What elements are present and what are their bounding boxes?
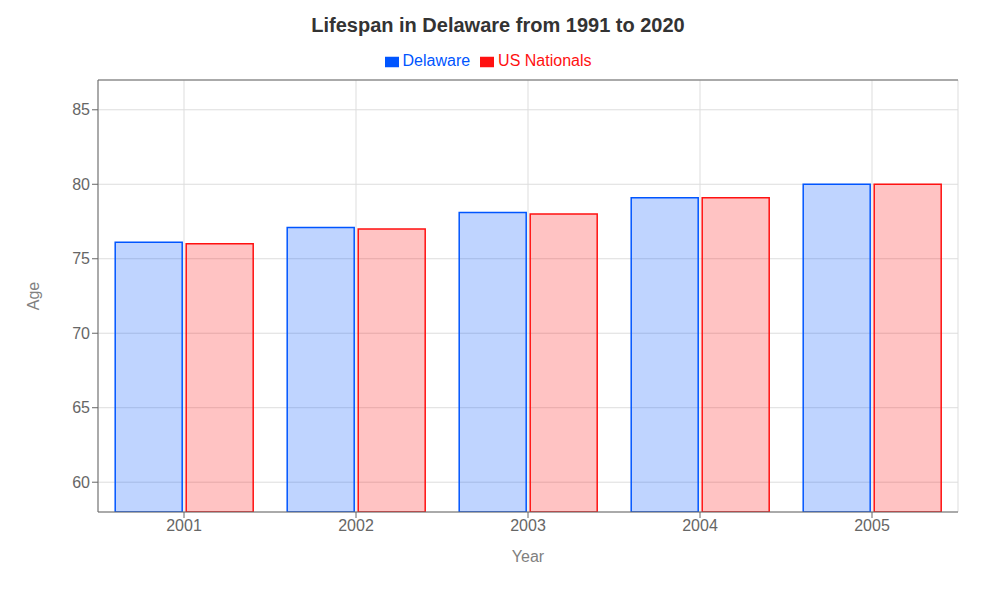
- svg-text:2002: 2002: [338, 517, 374, 534]
- svg-text:2003: 2003: [510, 517, 546, 534]
- html-text:Delaware: Delaware: [402, 52, 471, 69]
- svg-text:80: 80: [72, 176, 90, 193]
- svg-text:70: 70: [72, 325, 90, 342]
- html-text:US Nationals: US Nationals: [498, 52, 592, 69]
- svg-text:75: 75: [72, 250, 90, 267]
- svg-text:65: 65: [72, 399, 90, 416]
- svg-text:Year: Year: [512, 548, 545, 565]
- svg-text:Age: Age: [25, 282, 42, 311]
- svg-text:60: 60: [72, 474, 90, 491]
- svg-text:2001: 2001: [166, 517, 202, 534]
- svg-text:2004: 2004: [682, 517, 718, 534]
- html-text:Lifespan in Delaware from 1991: Lifespan in Delaware from 1991 to 2020: [311, 14, 685, 36]
- svg-text:85: 85: [72, 101, 90, 118]
- svg-text:2005: 2005: [854, 517, 890, 534]
